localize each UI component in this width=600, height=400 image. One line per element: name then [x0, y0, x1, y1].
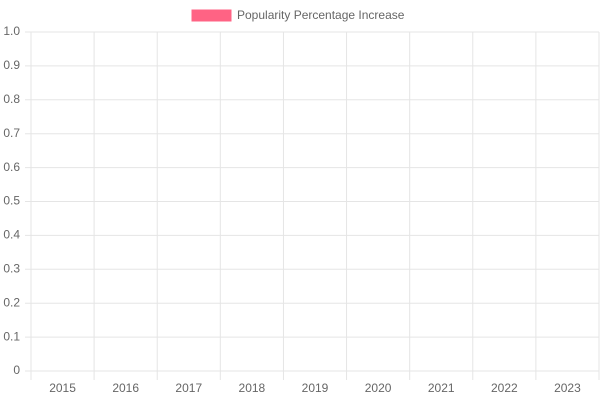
y-tick-label: 0.8 — [3, 92, 20, 106]
y-tick-label: 0.4 — [3, 228, 20, 242]
x-tick-label: 2020 — [365, 381, 392, 395]
x-tick-label: 2018 — [239, 381, 266, 395]
x-tick-label: 2022 — [491, 381, 518, 395]
x-tick-label: 2017 — [175, 381, 202, 395]
y-tick-label: 0.2 — [3, 295, 20, 309]
legend-swatch — [191, 9, 232, 22]
y-tick-label: 0.6 — [3, 160, 20, 174]
x-tick-label: 2021 — [428, 381, 455, 395]
y-tick-label: 0.1 — [3, 329, 20, 343]
y-tick-label: 0.7 — [3, 126, 20, 140]
x-tick-label: 2016 — [112, 381, 139, 395]
x-tick-label: 2023 — [554, 381, 581, 395]
legend-label: Popularity Percentage Increase — [237, 8, 405, 22]
y-tick-label: 1.0 — [3, 24, 20, 38]
y-tick-label: 0.9 — [3, 58, 20, 72]
x-tick-label: 2015 — [49, 381, 76, 395]
y-tick-label: 0.3 — [3, 261, 20, 275]
x-tick-label: 2019 — [302, 381, 329, 395]
y-tick-label: 0 — [13, 363, 20, 377]
y-tick-label: 0.5 — [3, 194, 20, 208]
